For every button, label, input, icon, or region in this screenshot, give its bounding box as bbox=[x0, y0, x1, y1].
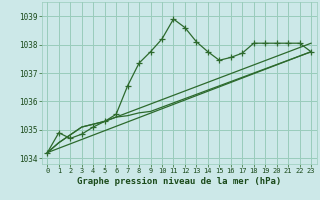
X-axis label: Graphe pression niveau de la mer (hPa): Graphe pression niveau de la mer (hPa) bbox=[77, 177, 281, 186]
